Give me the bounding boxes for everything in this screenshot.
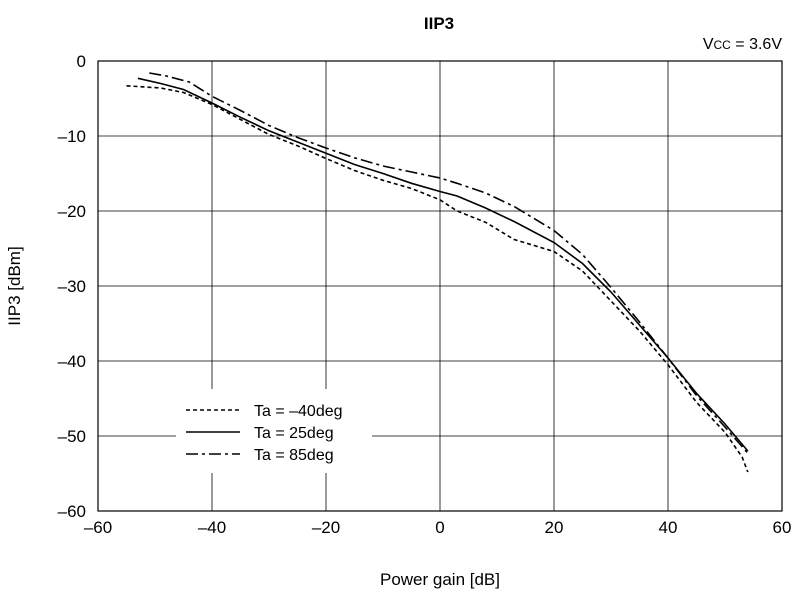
vcc-prefix: V	[703, 36, 714, 53]
legend-label-3: Ta = 85deg	[254, 447, 334, 464]
x-tick-label: –20	[312, 518, 340, 537]
x-tick-label: 20	[545, 518, 564, 537]
y-tick-label: 0	[77, 52, 86, 71]
y-tick-label: –50	[58, 427, 86, 446]
vcc-subscript: CC	[714, 38, 732, 52]
series-line-3	[149, 72, 749, 454]
y-tick-label: –40	[58, 352, 86, 371]
plot-frame	[97, 60, 783, 512]
series-line-2	[137, 77, 749, 452]
x-tick-label: 60	[773, 518, 792, 537]
y-axis-label: IIP3 [dBm]	[5, 246, 24, 325]
vcc-annotation: VCC = 3.6V	[703, 36, 782, 53]
y-tick-label: –60	[58, 502, 86, 521]
y-tick-label: –10	[58, 127, 86, 146]
vcc-value: = 3.6V	[731, 36, 782, 53]
legend-label-2: Ta = 25deg	[254, 425, 334, 442]
series-line-1	[126, 85, 749, 473]
legend-label-1: Ta = –40deg	[254, 403, 343, 420]
legend: Ta = –40deg Ta = 25deg Ta = 85deg	[176, 389, 372, 473]
y-tick-label: –30	[58, 277, 86, 296]
x-tick-label: 40	[659, 518, 678, 537]
x-tick-label: –40	[198, 518, 226, 537]
x-axis-label: Power gain [dB]	[380, 570, 500, 589]
tick-labels: –60 –40 –20 0 20 40 60 0 –10 –20 –30 –40 –50 –60	[58, 52, 792, 537]
chart-title: IIP3	[424, 14, 454, 33]
y-tick-label: –20	[58, 202, 86, 221]
legend-background	[176, 389, 372, 473]
x-tick-label: 0	[435, 518, 444, 537]
series-lines	[126, 72, 749, 473]
x-tick-label: –60	[84, 518, 112, 537]
